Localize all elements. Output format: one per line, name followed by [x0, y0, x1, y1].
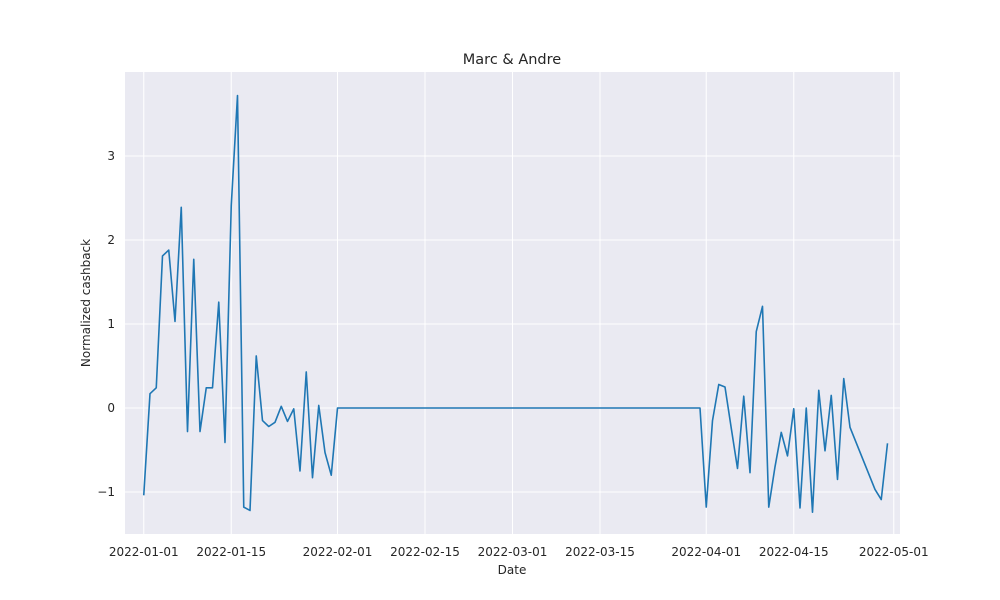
x-tick-label: 2022-01-01 [109, 545, 179, 559]
x-tick-label: 2022-05-01 [859, 545, 929, 559]
y-tick-label: 3 [107, 149, 115, 163]
y-tick-label: 1 [107, 317, 115, 331]
y-tick-label: 2 [107, 233, 115, 247]
x-tick-labels: 2022-01-01 2022-01-15 2022-02-01 2022-02-15… [109, 545, 929, 559]
x-tick-label: 2022-04-15 [759, 545, 829, 559]
x-axis-label: Date [498, 563, 527, 577]
y-axis-label: Normalized cashback [79, 239, 93, 367]
x-tick-label: 2022-02-01 [303, 545, 373, 559]
x-tick-label: 2022-03-15 [565, 545, 635, 559]
x-tick-label: 2022-02-15 [390, 545, 460, 559]
y-tick-label: 0 [107, 401, 115, 415]
chart-title: Marc & Andre [463, 52, 561, 68]
x-tick-label: 2022-04-01 [671, 545, 741, 559]
series-line [142, 94, 889, 513]
x-tick-label: 2022-01-15 [196, 545, 266, 559]
y-tick-label: −1 [97, 485, 115, 499]
y-tick-labels: −1 0 1 2 3 [97, 149, 115, 499]
x-grid [143, 72, 895, 534]
x-tick-label: 2022-03-01 [478, 545, 548, 559]
